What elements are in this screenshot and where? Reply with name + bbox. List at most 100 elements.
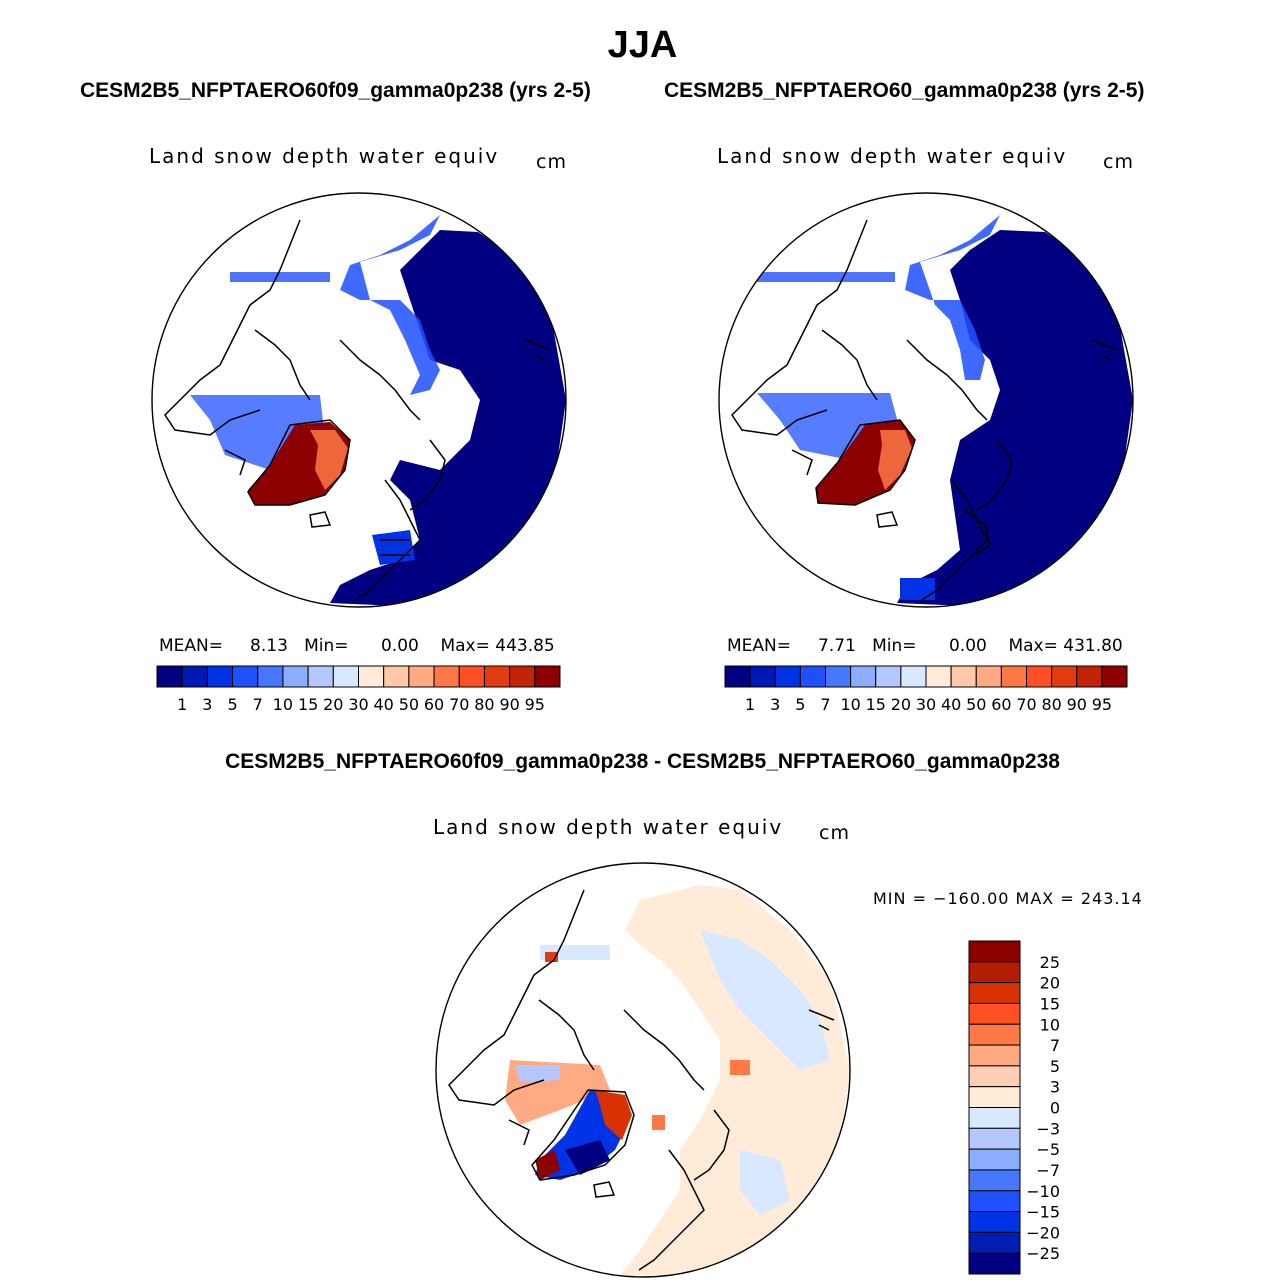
greenland-snow-interior [310,430,348,490]
max-value: 431.80 [1063,636,1123,656]
colorbar-tick-label: 70 [449,695,469,714]
max-value: 443.85 [495,636,555,656]
colorbar-tick-label: 3 [770,695,780,714]
colorbar-swatch [968,1231,1021,1254]
min-label: Min= [872,636,917,656]
panel-left-title: CESM2B5_NFPTAERO60f09_gamma0p238 (yrs 2-… [80,79,591,102]
colorbar-tick-label: 50 [966,695,986,714]
colorbar-swatch [968,940,1021,963]
colorbar-swatch [968,1002,1021,1025]
scandinavia-snow [900,578,935,600]
colorbar-tick-label: 30 [916,695,936,714]
panel-left-units-label: cm [536,151,567,173]
colorbar-tick-label: 30 [348,695,368,714]
difference-title: CESM2B5_NFPTAERO60f09_gamma0p238 - CESM2… [225,750,1060,773]
alaska-snow-band [755,272,895,282]
colorbar-tick-label: 70 [1016,695,1036,714]
colorbar-tick-label: 40 [941,695,961,714]
colorbar-tick-label: 95 [525,695,545,714]
colorbar-swatch [968,982,1021,1004]
colorbar-tick-label: 40 [374,695,394,714]
svalbard-positive [652,1115,665,1130]
min-label: Min= [304,636,349,656]
colorbar-tick-label: −20 [1026,1223,1060,1242]
colorbar-swatch [968,1065,1021,1088]
colorbar-tick-label: 0 [1050,1099,1060,1118]
colorbar-swatch [1101,665,1128,688]
colorbar-tick-label: 3 [202,695,212,714]
colorbar-tick-label: 80 [1041,695,1061,714]
colorbar-tick-label: −25 [1026,1244,1060,1263]
panel-right-stats: MEAN= 7.71 Min= 0.00 Max= 431.80 [727,636,1123,656]
colorbar-tick-label: 90 [499,695,519,714]
colorbar-tick-label: 20 [1040,974,1060,993]
mean-label: MEAN= [159,636,223,656]
colorbar-swatch [968,1044,1021,1067]
colorbar-tick-label: 1 [745,695,755,714]
difference-units-label: cm [819,822,850,844]
eurasia-small-negative [700,930,830,1070]
difference-variable-label: Land snow depth water equiv [433,815,784,839]
mean-value: 8.13 [250,636,288,656]
colorbar-swatch [968,1148,1021,1171]
panel-right-title: CESM2B5_NFPTAERO60_gamma0p238 (yrs 2-5) [664,79,1145,102]
colorbar-tick-label: 1 [177,695,187,714]
colorbar-tick-label: 50 [399,695,419,714]
colorbar-swatch [968,1252,1021,1275]
difference-minmax: MIN = −160.00 MAX = 243.14 [873,889,1143,908]
panel-left-stats: MEAN= 8.13 Min= 0.00 Max= 443.85 [159,636,555,656]
max-label: Max= [1008,636,1058,656]
mean-label: MEAN= [727,636,791,656]
siberia-positive [730,1060,750,1075]
colorbar-tick-label: 7 [820,695,830,714]
colorbar-tick-label: 15 [1040,994,1060,1013]
colorbar-tick-label: −3 [1036,1119,1060,1138]
min-value: 0.00 [380,636,419,656]
colorbar-swatch [968,1107,1021,1129]
map-right-border [718,192,1134,608]
colorbar-tick-label: 90 [1067,695,1087,714]
colorbar-swatch [534,665,561,688]
colorbar-tick-label: 10 [1040,1015,1060,1034]
colorbar-tick-label: 60 [991,695,1011,714]
colorbar-tick-label: −15 [1026,1203,1060,1222]
greenland-snow-interior [878,430,912,490]
eurasia-snow-region [897,230,1133,606]
colorbar-tick-label: 95 [1092,695,1112,714]
alaska-snow-band [230,272,330,282]
greenland-strong-positive [595,1090,632,1140]
colorbar-tick-label: 3 [1050,1078,1060,1097]
main-title: JJA [607,24,678,66]
colorbar-tick-label: 15 [866,695,886,714]
colorbar-swatch [968,1127,1021,1150]
colorbar-tick-label: 80 [474,695,494,714]
colorbar-tick-label: −5 [1036,1140,1060,1159]
colorbar-tick-label: 7 [253,695,263,714]
colorbar-tick-label: 5 [227,695,237,714]
mean-value: 7.71 [818,636,856,656]
max-label: Max= [440,636,490,656]
greenland-southwest-positive [535,1150,560,1180]
colorbar-swatch [968,961,1021,984]
map-difference-border [435,862,851,1278]
colorbar-swatch [968,1211,1021,1233]
map-left-border [151,192,567,608]
panel-left-variable-label: Land snow depth water equiv [149,144,500,168]
colorbar-tick-label: 10 [840,695,860,714]
greenland-east-negative [565,1140,610,1175]
colorbar-tick-label: 20 [891,695,911,714]
colorbar-swatch [968,1169,1021,1192]
eurasia-snow-fringe [340,215,440,395]
colorbar-swatch [968,1086,1021,1108]
colorbar-tick-label: 5 [1050,1057,1060,1076]
colorbar-swatch [968,1190,1021,1213]
panel-right-variable-label: Land snow depth water equiv [717,144,1068,168]
siberia-negative-patch [740,1150,790,1215]
colorbar-tick-label: 10 [273,695,293,714]
